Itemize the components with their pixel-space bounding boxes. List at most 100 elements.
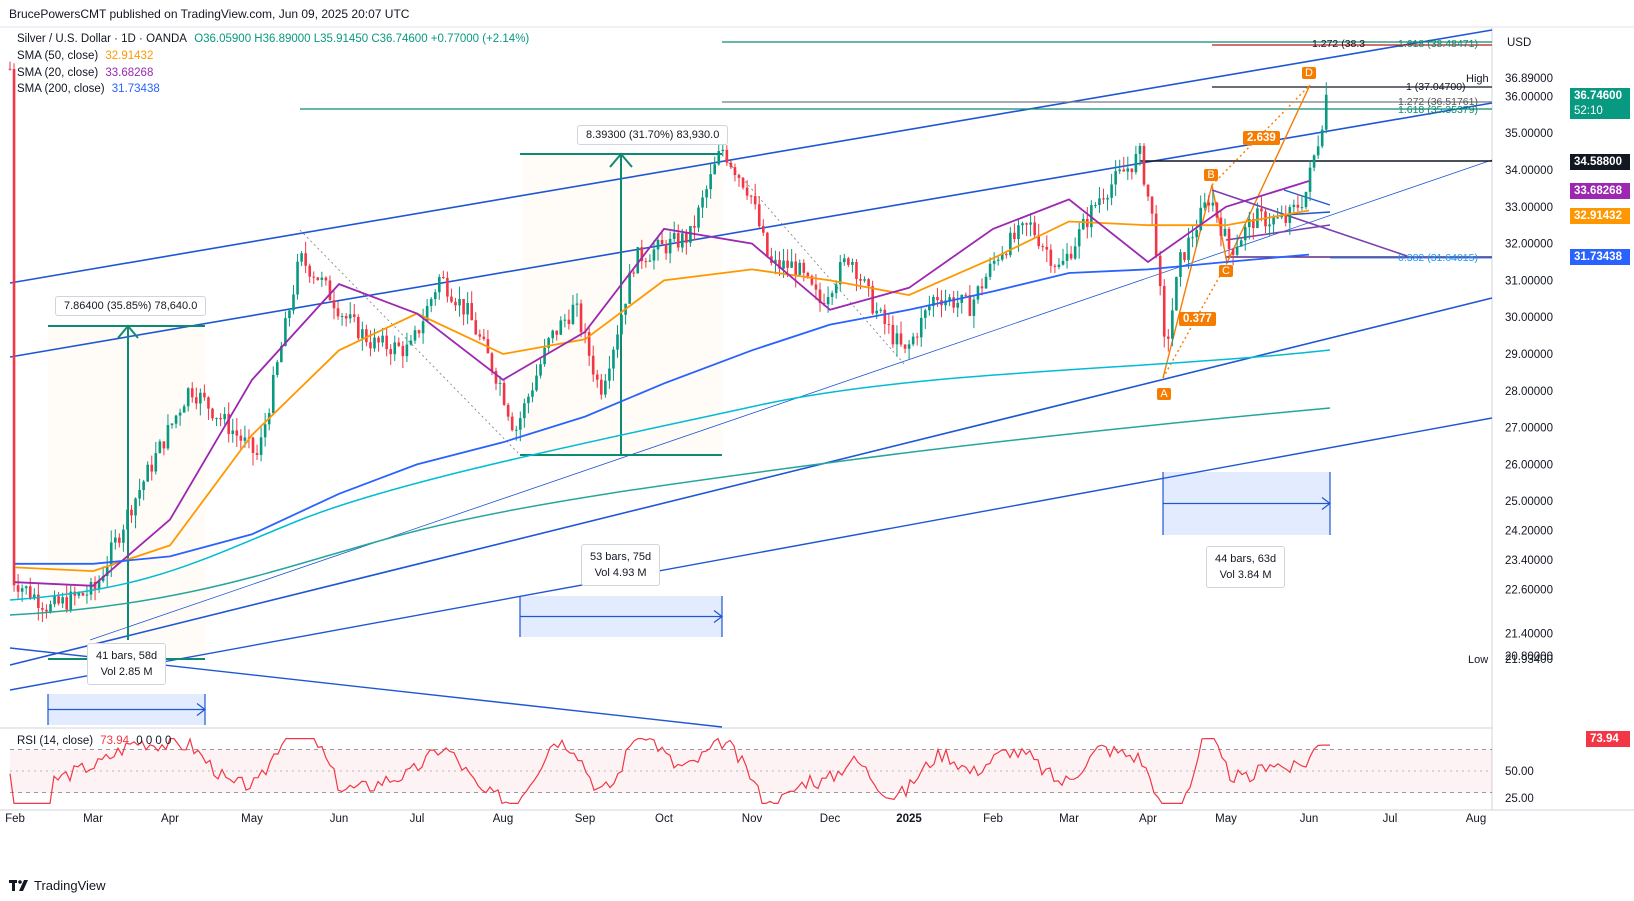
measure2-arrow-head	[609, 152, 633, 168]
candle-body	[211, 408, 214, 419]
candle-body	[385, 335, 388, 350]
measure3-bottom-label: 44 bars, 63d Vol 3.84 M	[1206, 546, 1286, 588]
candle-body	[292, 294, 295, 311]
candle-body	[352, 314, 356, 317]
candle-body	[895, 333, 899, 345]
candle-body	[235, 430, 239, 436]
candle-body	[944, 300, 947, 306]
candle-body	[1324, 94, 1328, 130]
candle-body	[186, 388, 190, 407]
candle-body	[826, 296, 830, 305]
measure1-bottom-label: 41 bars, 58d Vol 2.85 M	[87, 643, 167, 685]
price-tick-label: 23.40000	[1505, 555, 1553, 567]
currency-label[interactable]: USD	[1507, 37, 1532, 49]
candle-body	[757, 204, 761, 227]
thin-trend-line	[89, 159, 1493, 641]
time-tick-label: Jul	[410, 813, 425, 825]
sma200-legend[interactable]: SMA (200, close) 31.73438	[17, 83, 164, 95]
time-tick-label: Mar	[83, 813, 103, 825]
candle-body	[109, 542, 113, 566]
candle-body	[555, 330, 559, 335]
candle-body	[166, 425, 170, 449]
time-tick-label: Apr	[161, 813, 179, 825]
candle-body	[320, 277, 324, 280]
candle-body	[122, 529, 125, 543]
candle-body	[1284, 215, 1288, 223]
candle-body	[567, 319, 571, 325]
candle-body	[972, 299, 976, 316]
candle-body	[1021, 223, 1024, 226]
candle-body	[891, 324, 895, 345]
candle-body	[251, 437, 255, 453]
candle-body	[863, 279, 866, 281]
candle-body	[146, 464, 149, 482]
candle-body	[1162, 286, 1166, 337]
candle-body	[644, 261, 648, 263]
candle-body	[97, 581, 101, 590]
price-tick-label: 26.00000	[1505, 459, 1553, 471]
candle-body	[668, 238, 672, 254]
measure1-vol: Vol 2.85 M	[100, 666, 153, 678]
time-tick-label: Nov	[742, 813, 763, 825]
tradingview-brand[interactable]: TradingView	[9, 878, 106, 893]
candle-body	[551, 330, 554, 339]
candle-body	[948, 297, 951, 301]
candle-body	[24, 586, 28, 589]
candle-body	[1215, 202, 1219, 218]
candle-body	[8, 68, 12, 70]
candle-body	[709, 174, 712, 190]
candle-body	[1292, 204, 1296, 208]
candle-body	[612, 349, 615, 369]
candle-body	[1061, 260, 1065, 265]
rsi-tick-label: 25.00	[1505, 793, 1534, 805]
rsi-legend[interactable]: RSI (14, close) 73.94 0 0 0 0	[17, 735, 175, 747]
candle-body	[1239, 240, 1243, 247]
candle-body	[61, 597, 64, 604]
candle-body	[300, 253, 303, 262]
candle-body	[1045, 247, 1049, 250]
measure3-bars: 44 bars, 63d	[1215, 553, 1277, 565]
candle-body	[915, 336, 919, 338]
candle-body	[227, 413, 230, 434]
candle-body	[462, 298, 465, 315]
candle-body	[397, 342, 401, 346]
candle-body	[1167, 336, 1170, 339]
candle-body	[271, 374, 275, 414]
candle-body	[681, 233, 684, 248]
candle-body	[93, 581, 97, 590]
candle-body	[527, 396, 530, 404]
candle-body	[1312, 155, 1316, 168]
time-tick-label: Sep	[575, 813, 595, 825]
tradingview-brand-text: TradingView	[34, 878, 106, 893]
low-value: 21.93400	[1505, 654, 1553, 666]
candle-body	[1142, 145, 1146, 185]
candle-body	[919, 317, 923, 338]
candle-body	[1069, 253, 1073, 259]
candle-body	[393, 342, 397, 355]
candle-body	[1158, 255, 1162, 287]
candle-body	[1049, 249, 1053, 266]
time-tick-label: Feb	[5, 813, 25, 825]
rsi-band	[10, 749, 1492, 793]
candle-body	[312, 276, 316, 278]
candle-body	[591, 355, 595, 375]
candle-body	[514, 429, 518, 431]
candle-body	[494, 371, 498, 384]
candle-body	[1017, 225, 1020, 240]
candle-body	[33, 594, 36, 598]
candle-body	[774, 259, 777, 263]
candle-body	[766, 232, 769, 257]
candle-body	[1053, 265, 1057, 267]
candle-body	[1235, 246, 1239, 255]
sma20-legend[interactable]: SMA (20, close) 33.68268	[17, 67, 157, 79]
time-tick-label: May	[1215, 813, 1237, 825]
candle-body	[1316, 146, 1320, 156]
candle-body	[563, 319, 567, 321]
symbol-legend: Silver / U.S. Dollar · 1D · OANDA O36.05…	[17, 33, 533, 45]
sma50-legend[interactable]: SMA (50, close) 32.91432	[17, 50, 157, 62]
candle-body	[782, 260, 785, 269]
candle-body	[1280, 215, 1283, 218]
candle-body	[851, 262, 854, 265]
candle-body	[871, 286, 874, 314]
